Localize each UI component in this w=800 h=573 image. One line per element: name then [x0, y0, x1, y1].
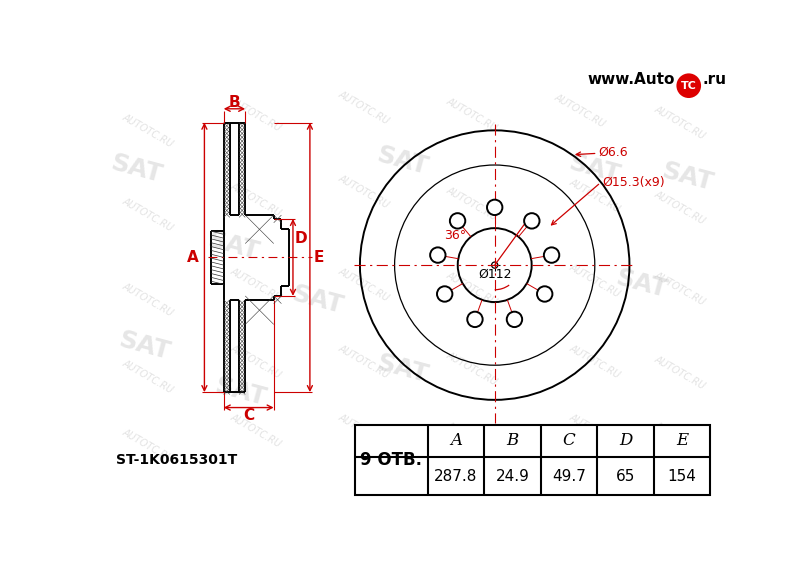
Text: AUTOTC.RU: AUTOTC.RU [121, 197, 175, 234]
Text: ST-1K0615301T: ST-1K0615301T [116, 453, 237, 467]
Text: Ø15.3(x9): Ø15.3(x9) [602, 176, 665, 189]
Text: 65: 65 [616, 469, 635, 484]
Text: SAT: SAT [613, 266, 670, 303]
Text: AUTOTC.RU: AUTOTC.RU [337, 266, 391, 303]
Text: AUTOTC.RU: AUTOTC.RU [567, 412, 622, 449]
Text: AUTOTC.RU: AUTOTC.RU [444, 185, 499, 222]
Circle shape [430, 248, 446, 263]
Text: www.Auto: www.Auto [587, 72, 675, 87]
Text: AUTOTC.RU: AUTOTC.RU [652, 189, 706, 226]
Text: AUTOTC.RU: AUTOTC.RU [229, 181, 283, 218]
Text: AUTOTC.RU: AUTOTC.RU [652, 270, 706, 307]
Text: D: D [619, 432, 632, 449]
Text: AUTOTC.RU: AUTOTC.RU [444, 270, 499, 307]
Circle shape [467, 312, 482, 327]
Circle shape [677, 73, 701, 98]
Text: C: C [243, 408, 254, 423]
Text: SAT: SAT [658, 158, 716, 195]
Text: AUTOTC.RU: AUTOTC.RU [652, 354, 706, 391]
Text: AUTOTC.RU: AUTOTC.RU [567, 262, 622, 299]
Text: AUTOTC.RU: AUTOTC.RU [552, 92, 606, 129]
Text: AUTOTC.RU: AUTOTC.RU [229, 343, 283, 380]
Text: C: C [562, 432, 575, 449]
Text: 154: 154 [668, 469, 697, 484]
Text: AUTOTC.RU: AUTOTC.RU [652, 420, 706, 457]
Text: 24.9: 24.9 [495, 469, 530, 484]
Circle shape [487, 199, 502, 215]
Text: AUTOTC.RU: AUTOTC.RU [337, 343, 391, 380]
Text: AUTOTC.RU: AUTOTC.RU [652, 104, 706, 142]
Text: AUTOTC.RU: AUTOTC.RU [337, 174, 391, 210]
Text: SAT: SAT [116, 328, 173, 364]
Text: AUTOTC.RU: AUTOTC.RU [229, 412, 283, 449]
Text: 49.7: 49.7 [552, 469, 586, 484]
Text: SAT: SAT [212, 374, 269, 410]
Text: D: D [294, 231, 307, 246]
Text: Ø6.6: Ø6.6 [598, 146, 628, 158]
Circle shape [524, 213, 539, 229]
Text: 36°: 36° [444, 229, 466, 242]
Circle shape [544, 248, 559, 263]
Text: AUTOTC.RU: AUTOTC.RU [444, 96, 499, 134]
Text: SAT: SAT [374, 351, 430, 387]
Text: SAT: SAT [108, 151, 165, 187]
Text: E: E [676, 432, 688, 449]
Text: E: E [314, 250, 324, 265]
Text: SAT: SAT [566, 151, 623, 187]
Circle shape [437, 286, 452, 302]
Circle shape [506, 312, 522, 327]
Circle shape [537, 286, 553, 302]
Text: SAT: SAT [205, 227, 262, 264]
Bar [354, 425, 710, 495]
Text: 287.8: 287.8 [434, 469, 478, 484]
Text: AUTOTC.RU: AUTOTC.RU [121, 112, 175, 149]
Text: TC: TC [681, 81, 697, 92]
Text: AUTOTC.RU: AUTOTC.RU [229, 96, 283, 134]
Text: A: A [187, 250, 198, 265]
Text: AUTOTC.RU: AUTOTC.RU [229, 266, 283, 303]
Text: 9 ОТВ.: 9 ОТВ. [360, 451, 422, 469]
Text: A: A [450, 432, 462, 449]
Circle shape [450, 213, 466, 229]
Text: AUTOTC.RU: AUTOTC.RU [121, 281, 175, 319]
Text: AUTOTC.RU: AUTOTC.RU [121, 358, 175, 395]
Text: SAT: SAT [289, 281, 346, 318]
Text: AUTOTC.RU: AUTOTC.RU [337, 412, 391, 449]
Text: B: B [506, 432, 518, 449]
Text: AUTOTC.RU: AUTOTC.RU [121, 427, 175, 465]
Text: SAT: SAT [374, 143, 430, 179]
Text: AUTOTC.RU: AUTOTC.RU [444, 351, 499, 388]
Text: AUTOTC.RU: AUTOTC.RU [567, 177, 622, 214]
Text: B: B [229, 95, 240, 110]
Text: AUTOTC.RU: AUTOTC.RU [444, 420, 499, 457]
Text: Ø112: Ø112 [478, 268, 511, 281]
Text: .ru: .ru [702, 72, 726, 87]
Text: AUTOTC.RU: AUTOTC.RU [337, 89, 391, 126]
Text: AUTOTC.RU: AUTOTC.RU [567, 343, 622, 380]
